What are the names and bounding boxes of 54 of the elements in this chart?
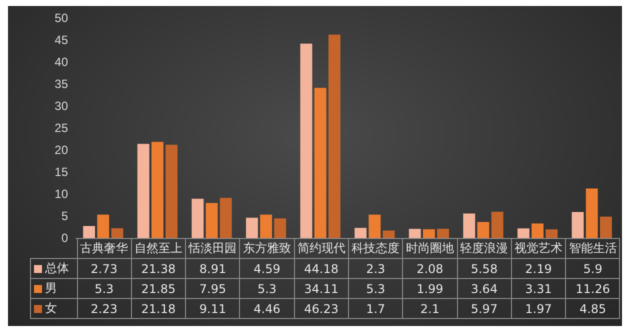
data-label: 5.97	[457, 298, 512, 318]
x-tick-label: 古典奢华	[77, 238, 132, 258]
data-label: 44.18	[294, 258, 348, 278]
data-label: 4.59	[240, 258, 294, 278]
data-label: 21.18	[131, 298, 186, 318]
data-label: 1.97	[511, 298, 566, 318]
y-tick-label: 35	[54, 77, 68, 91]
data-label: 1.99	[402, 278, 458, 298]
data-label: 11.26	[566, 278, 620, 298]
data-label: 2.19	[511, 258, 566, 278]
data-label: 9.11	[186, 298, 240, 318]
y-tick-label: 50	[54, 11, 68, 25]
x-tick-label: 智能生活	[566, 238, 620, 258]
legend-label: 女	[30, 298, 77, 318]
x-tick-label: 自然至上	[131, 238, 186, 258]
y-tick-label: 10	[54, 187, 68, 201]
x-tick-label: 轻度浪漫	[457, 238, 512, 258]
x-tick-label: 东方雅致	[240, 238, 294, 258]
y-tick-label: 0	[61, 231, 68, 245]
y-tick-label: 45	[54, 33, 68, 47]
data-label: 4.85	[566, 298, 620, 318]
x-tick-label: 恬淡田园	[186, 238, 240, 258]
y-tick-label: 20	[54, 143, 68, 157]
data-label: 5.9	[566, 258, 620, 278]
data-label: 2.08	[402, 258, 458, 278]
legend-label: 男	[30, 278, 77, 298]
data-label: 5.3	[348, 278, 403, 298]
data-label: 5.3	[240, 278, 294, 298]
data-label: 7.95	[186, 278, 240, 298]
data-label: 46.23	[294, 298, 348, 318]
data-label: 1.7	[348, 298, 403, 318]
data-label: 34.11	[294, 278, 348, 298]
x-tick-label: 时尚圈地	[402, 238, 458, 258]
legend-label: 总体	[30, 258, 77, 278]
data-label: 2.73	[77, 258, 132, 278]
y-tick-label: 15	[54, 165, 68, 179]
data-label: 2.1	[402, 298, 458, 318]
y-tick-label: 25	[54, 121, 68, 135]
x-tick-label: 科技态度	[348, 238, 403, 258]
x-tick-label: 视觉艺术	[511, 238, 566, 258]
data-label: 4.46	[240, 298, 294, 318]
x-tick-label: 简约现代	[294, 238, 348, 258]
y-tick-label: 30	[54, 99, 68, 113]
data-label: 21.38	[131, 258, 186, 278]
data-label: 21.85	[131, 278, 186, 298]
data-label: 2.23	[77, 298, 132, 318]
y-tick-label: 5	[61, 209, 68, 223]
y-tick-label: 40	[54, 55, 68, 69]
data-label: 5.58	[457, 258, 512, 278]
data-label: 5.3	[77, 278, 132, 298]
data-label: 3.31	[511, 278, 566, 298]
data-label: 3.64	[457, 278, 512, 298]
data-label: 8.91	[186, 258, 240, 278]
data-label: 2.3	[348, 258, 403, 278]
